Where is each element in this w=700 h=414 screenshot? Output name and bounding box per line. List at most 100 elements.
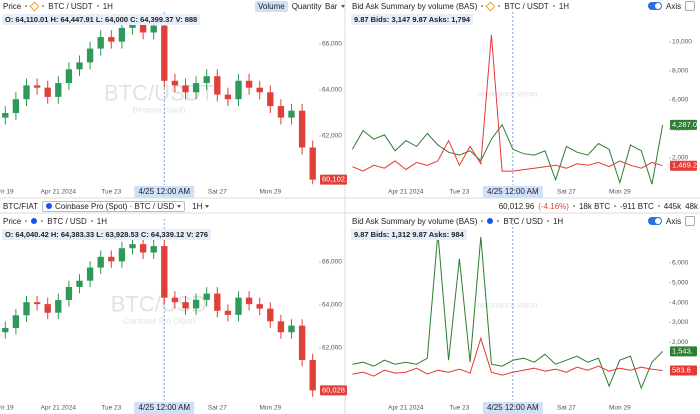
- x-tick-label: Mon 29: [259, 405, 281, 412]
- symbol[interactable]: BTC / USD: [503, 216, 543, 226]
- toggle-label: Axis: [666, 216, 682, 226]
- candle-body: [33, 302, 41, 305]
- stat: 18k BTC: [578, 201, 611, 211]
- candle-body: [150, 25, 157, 33]
- y-tick-label: 62,000: [322, 133, 342, 140]
- candle-body: [245, 297, 253, 305]
- crosshair-label-bg: [482, 402, 543, 414]
- exchange-icon: [45, 203, 52, 209]
- candle-body: [97, 37, 104, 49]
- candle-body: [224, 310, 232, 315]
- x-tick-label: Tue 23: [449, 405, 469, 412]
- menu-button[interactable]: [685, 216, 696, 226]
- x-tick-label: Mon 29: [609, 189, 631, 196]
- mode[interactable]: Bar: [325, 1, 338, 11]
- interval[interactable]: 1H: [96, 216, 108, 226]
- candle-body: [139, 23, 147, 33]
- candle-body: [108, 37, 115, 42]
- bas-legend: 9.87 Bids: 3,147 9.87 Asks: 1,794: [351, 14, 474, 25]
- exchange-icon: [29, 1, 40, 11]
- candle-body: [2, 112, 9, 118]
- crosshair-label-bg: [482, 186, 543, 198]
- axis-toggle[interactable]: Axis: [648, 0, 696, 12]
- candle-body: [235, 80, 242, 100]
- x-tick-label: Sat 27: [208, 189, 227, 196]
- caret: [205, 204, 210, 208]
- x-tick-label: Mon 29: [609, 405, 631, 412]
- menu-button[interactable]: [685, 1, 696, 11]
- separator: [546, 220, 549, 222]
- source-select[interactable]: Coinbase Pro (Spot) · BTC / USD: [41, 200, 186, 212]
- y-tick-label: 2,000: [672, 339, 689, 346]
- candle-body: [256, 304, 263, 309]
- exchange-group[interactable]: BTC/FIAT: [3, 201, 38, 211]
- interval[interactable]: 1H: [102, 1, 113, 11]
- candle-body: [309, 360, 316, 391]
- candle-body: [171, 80, 179, 86]
- volume-mode: Volume Quantity: [255, 0, 324, 12]
- toggle-switch[interactable]: [648, 2, 662, 10]
- caret: [177, 204, 182, 208]
- stat: -911 BTC: [620, 201, 654, 211]
- volume-button[interactable]: Volume: [255, 0, 288, 12]
- separator: [552, 5, 555, 7]
- last-value-label: 1,469.2: [672, 161, 697, 170]
- candle-body: [129, 244, 136, 249]
- toggle-switch[interactable]: [648, 217, 662, 225]
- y-tick-label: 3,000: [672, 319, 689, 326]
- series-line: [352, 336, 663, 377]
- x-tick-label: Sat 27: [208, 405, 227, 412]
- last-value-label: 583.6: [672, 365, 691, 374]
- interval-select[interactable]: 1H: [189, 202, 212, 211]
- toggle-label: Axis: [666, 1, 682, 11]
- axis-toggle[interactable]: Axis: [648, 215, 696, 227]
- separator: [96, 5, 99, 7]
- candle-body: [245, 80, 253, 88]
- panel-title: Price: [3, 1, 22, 11]
- mode-select[interactable]: Bar: [325, 0, 346, 12]
- panel-header: Price BTC / USDT 1H: [3, 0, 113, 12]
- candle-body: [118, 27, 126, 42]
- interval[interactable]: 1H: [192, 201, 203, 211]
- ohlc-legend: O: 64,040.42 H: 64,383.33 L: 63,928.53 C…: [2, 229, 212, 240]
- interval[interactable]: 1H: [558, 1, 570, 11]
- candle-body: [161, 25, 168, 81]
- series-line: [352, 232, 663, 390]
- quantity-button[interactable]: Quantity: [291, 1, 322, 11]
- x-tick-label: Tue 23: [101, 189, 121, 196]
- candle-body: [192, 83, 200, 93]
- candle-body: [203, 293, 210, 300]
- symbol[interactable]: BTC / USDT: [48, 1, 93, 11]
- candle-body: [277, 106, 285, 118]
- candle-body: [65, 286, 73, 301]
- y-tick-label: 2,000: [672, 155, 689, 162]
- candle-body: [2, 327, 9, 333]
- x-tick-label: Fri 19: [0, 405, 14, 412]
- stat: 48k: [685, 201, 698, 211]
- symbol[interactable]: BTC / USD: [47, 216, 87, 226]
- panel-title: Price: [3, 216, 22, 226]
- separator: [25, 5, 28, 7]
- separator: [498, 5, 501, 7]
- ohlc-legend: O: 64,110.01 H: 64,447.91 L: 64,000 C: 6…: [2, 14, 201, 25]
- symbol[interactable]: BTC / USDT: [504, 1, 549, 11]
- last-value-bg: [320, 174, 347, 185]
- separator: [42, 5, 45, 7]
- x-tick-label: Fri 19: [0, 189, 14, 196]
- panel-title: Bid Ask Summary by volume (BAS): [352, 1, 478, 11]
- watermark: resonance.vision: [477, 90, 537, 99]
- separator: [481, 220, 484, 222]
- candle-body: [171, 297, 179, 303]
- interval[interactable]: 1H: [552, 216, 564, 226]
- candle-body: [203, 76, 210, 84]
- candle-body: [44, 87, 51, 97]
- exchange-icon: [31, 218, 38, 224]
- x-tick-label: Tue 23: [449, 189, 469, 196]
- watermark-sub: Coinbase Pro (Spot): [123, 317, 196, 326]
- candle-body: [192, 299, 200, 309]
- source[interactable]: Coinbase Pro (Spot) · BTC / USD: [54, 201, 175, 211]
- candle-body: [235, 297, 242, 315]
- y-tick-label: 6,000: [672, 259, 689, 266]
- panel-header: Bid Ask Summary by volume (BAS) BTC / US…: [352, 215, 563, 227]
- separator: [481, 5, 484, 7]
